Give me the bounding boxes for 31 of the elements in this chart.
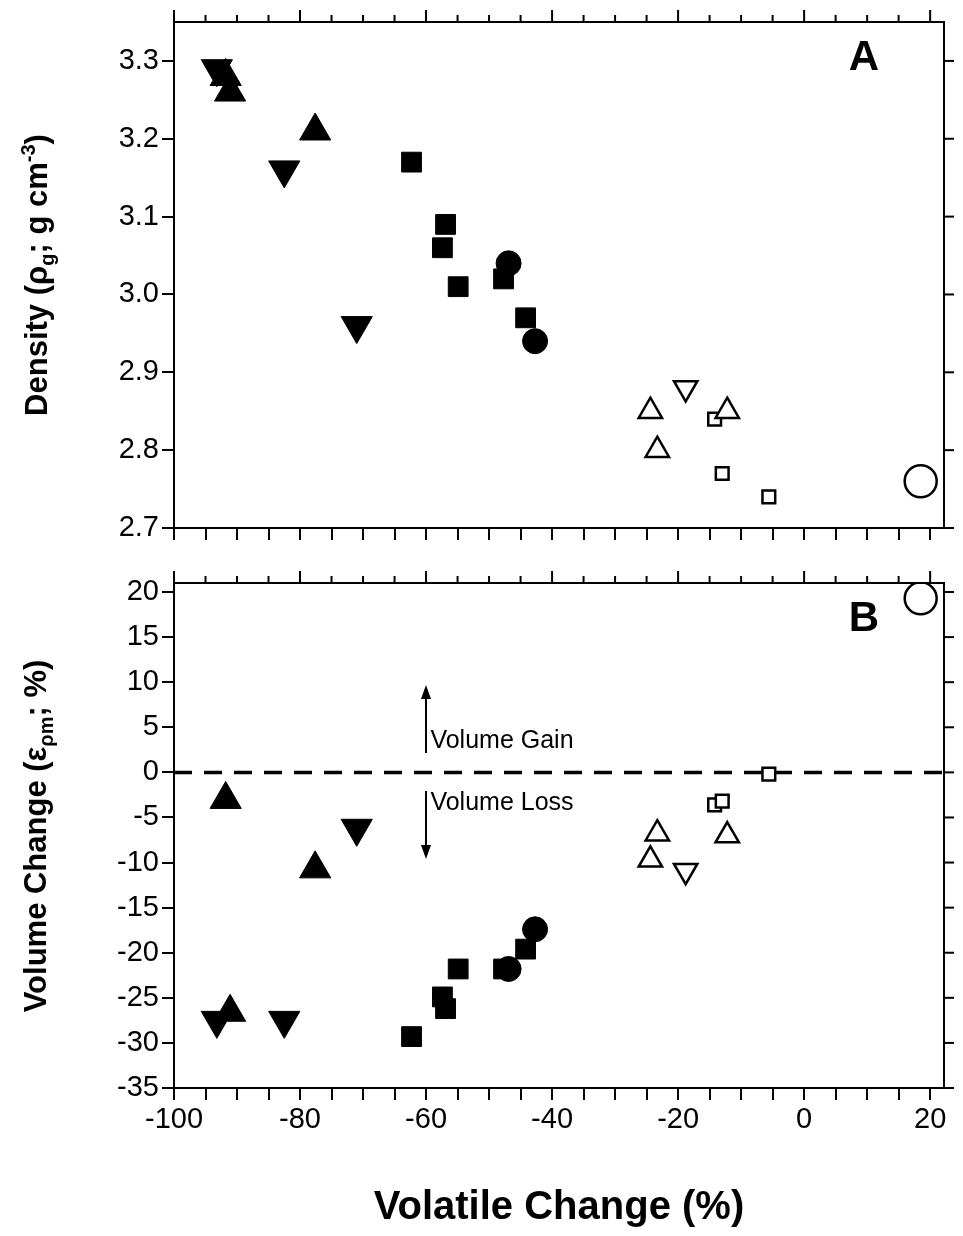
x-tick-label: -60	[405, 1102, 448, 1135]
y-tick-label: 20	[126, 574, 159, 607]
y-tick-label: 5	[142, 709, 159, 742]
annotation: Volume Gain	[430, 725, 574, 754]
y-tick-label: 10	[126, 664, 159, 697]
y-tick-label: 2.7	[118, 510, 159, 542]
y-tick-label: -20	[117, 934, 159, 967]
y-tick-label: 0	[142, 754, 159, 787]
y-tick-label: 3.0	[118, 276, 159, 309]
y-tick-label: 2.9	[118, 354, 159, 387]
x-tick-label: -20	[657, 1102, 700, 1135]
y-tick-label: -10	[117, 844, 159, 877]
annotation: A	[848, 31, 880, 79]
y-tick-label: -15	[117, 889, 159, 922]
y-tick-label: 15	[126, 619, 159, 652]
x-tick-label: 0	[796, 1102, 813, 1135]
x-axis-title: Volatile Change (%)	[373, 1183, 745, 1228]
y-tick-label: 3.3	[118, 42, 159, 75]
y-tick-label: -5	[133, 799, 159, 832]
annotation: B	[848, 592, 880, 640]
y-tick-label: -35	[117, 1070, 159, 1102]
x-tick-label: -100	[144, 1102, 204, 1135]
y-tick-label: 3.2	[118, 120, 159, 153]
y-tick-label: -30	[117, 1024, 159, 1057]
x-tick-label: -80	[279, 1102, 321, 1135]
y-tick-label: 2.8	[118, 432, 159, 465]
y-tick-label: 3.1	[118, 198, 159, 231]
x-tick-label: -40	[531, 1102, 574, 1135]
y-tick-label: -25	[117, 979, 159, 1012]
x-tick-label: 20	[914, 1102, 947, 1135]
annotation: Volume Loss	[430, 787, 574, 816]
